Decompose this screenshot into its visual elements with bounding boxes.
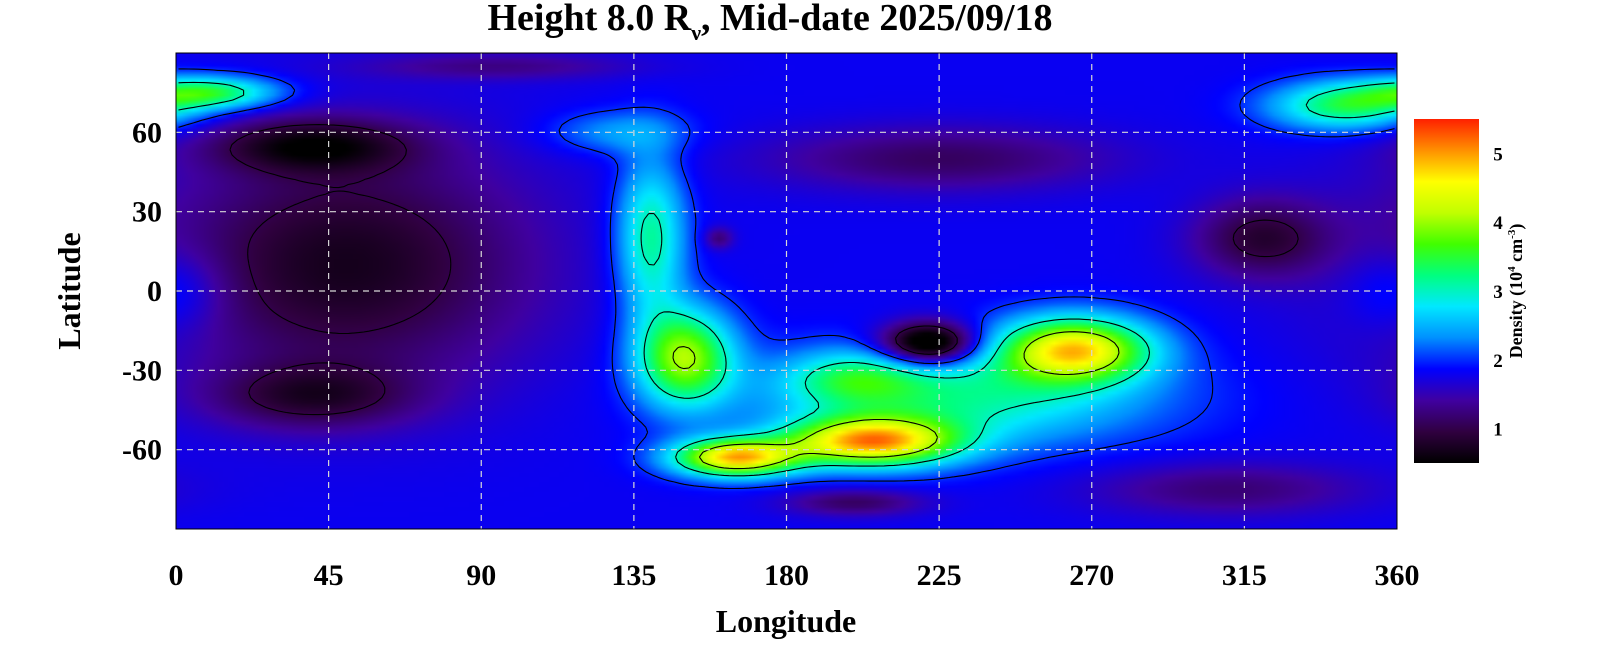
colorbar-tick-label: 4 — [1493, 213, 1503, 234]
chart-title-suffix: , Mid-date 2025/09/18 — [701, 0, 1052, 39]
x-tick-label: 225 — [917, 559, 962, 592]
x-tick-label: 45 — [314, 559, 344, 592]
contour-line — [178, 81, 1395, 477]
colorbar-label-prefix: Density (10 — [1506, 272, 1527, 359]
y-tick-label: 60 — [132, 116, 162, 149]
chart-title-subscript: ν — [690, 20, 701, 45]
chart-title-prefix: Height 8.0 R — [487, 0, 691, 39]
y-tick-label: 30 — [132, 196, 162, 229]
x-tick-label: 0 — [169, 559, 184, 592]
colorbar-label: Density (104 cm-3) — [1506, 224, 1527, 359]
y-tick-label: -30 — [122, 354, 162, 387]
x-tick-label: 135 — [611, 559, 656, 592]
y-tick-label: 0 — [147, 275, 162, 308]
chart-title: Height 8.0 Rν, Mid-date 2025/09/18 — [487, 0, 1052, 45]
colorbar-label-unit-exp: -3 — [1506, 229, 1518, 239]
x-tick-label: 270 — [1069, 559, 1114, 592]
x-tick-label: 180 — [764, 559, 809, 592]
contour-line — [672, 331, 1120, 470]
colorbar-gradient — [1414, 119, 1479, 463]
colorbar-ticks: 1 2 3 4 5 — [1493, 144, 1503, 440]
x-tick-label: 315 — [1222, 559, 1267, 592]
x-tick-label: 90 — [466, 559, 496, 592]
colorbar-label-exp: 4 — [1506, 266, 1518, 272]
plot-area — [175, 52, 1398, 530]
colorbar-tick-label: 3 — [1493, 282, 1503, 303]
contour-line — [178, 68, 1395, 490]
plot-frame — [175, 52, 1398, 530]
colorbar-label-suffix: ) — [1506, 224, 1527, 230]
contour-lines — [178, 68, 1395, 490]
contour-line — [229, 124, 1299, 416]
colorbar-tick-label: 2 — [1493, 351, 1503, 372]
x-axis-label: Longitude — [716, 603, 856, 639]
y-tick-label: -60 — [122, 434, 162, 467]
y-axis-label: Latitude — [51, 232, 87, 349]
x-tick-label: 360 — [1375, 559, 1420, 592]
y-axis-ticks: 60 30 0 -30 -60 — [122, 116, 162, 466]
colorbar-label-unit: cm — [1506, 239, 1526, 266]
colorbar-tick-label: 1 — [1493, 420, 1503, 441]
x-axis-ticks: 0 45 90 135 180 225 270 315 360 — [169, 559, 1420, 592]
grid-lines — [176, 53, 1397, 529]
colorbar-tick-label: 5 — [1493, 144, 1503, 165]
